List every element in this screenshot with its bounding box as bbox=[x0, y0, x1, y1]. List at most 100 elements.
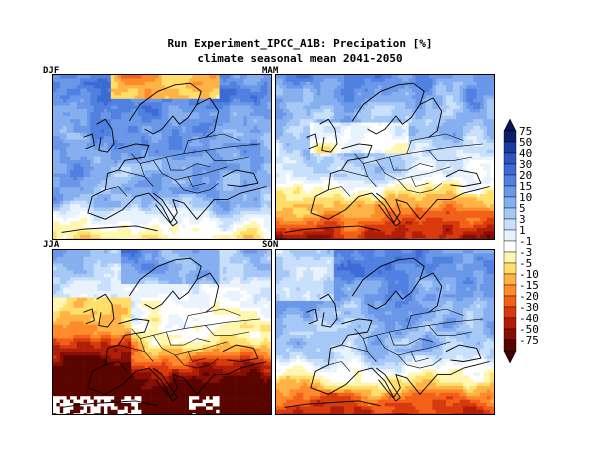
colorbar-swatch bbox=[503, 262, 517, 275]
colorbar-tick-label: 40 bbox=[519, 147, 532, 160]
coastline bbox=[87, 318, 267, 399]
country-border bbox=[166, 156, 211, 171]
country-border bbox=[376, 335, 451, 356]
colorbar-tick-label: -50 bbox=[519, 323, 539, 336]
coastline bbox=[284, 400, 381, 408]
figure-subtitle: climate seasonal mean 2041-2050 bbox=[197, 52, 403, 65]
colorbar-tick-label: 15 bbox=[519, 180, 532, 193]
coastline bbox=[96, 118, 115, 153]
coastline bbox=[222, 169, 259, 187]
precip-field bbox=[276, 75, 494, 239]
coastline bbox=[284, 225, 381, 233]
country-border bbox=[341, 169, 368, 177]
precip-map-jja bbox=[53, 250, 271, 414]
coastline bbox=[87, 143, 267, 224]
colorbar-swatch bbox=[503, 240, 517, 253]
colorbar-tick-label: -1 bbox=[519, 235, 532, 248]
figure-title: Run Experiment_IPCC_A1B: Precipation [%] bbox=[167, 37, 433, 50]
country-border bbox=[362, 163, 377, 187]
coastline bbox=[376, 192, 401, 227]
country-border bbox=[118, 169, 145, 177]
country-border bbox=[406, 133, 464, 154]
country-border bbox=[187, 176, 206, 187]
country-border bbox=[183, 308, 241, 329]
country-border bbox=[389, 156, 434, 171]
country-border bbox=[183, 133, 241, 154]
colorbar-swatch bbox=[503, 130, 517, 143]
coastline bbox=[319, 118, 338, 153]
coastline bbox=[196, 97, 220, 138]
coastline bbox=[61, 400, 158, 408]
panel-label-jja: JJA bbox=[43, 240, 60, 250]
country-border bbox=[354, 318, 484, 339]
colorbar-swatch bbox=[503, 339, 517, 352]
coastline bbox=[153, 367, 178, 402]
country-border bbox=[328, 361, 351, 372]
colorbar-swatch bbox=[503, 196, 517, 209]
country-border bbox=[328, 186, 351, 197]
country-border bbox=[362, 338, 377, 362]
colorbar-tick-label: -30 bbox=[519, 301, 539, 314]
coastline bbox=[306, 308, 318, 325]
country-border bbox=[428, 325, 473, 336]
precip-field bbox=[53, 75, 271, 239]
colorbar-tick-label: 30 bbox=[519, 158, 532, 171]
country-border bbox=[410, 351, 429, 362]
country-border bbox=[131, 143, 261, 164]
colorbar-swatch bbox=[503, 317, 517, 330]
country-border bbox=[105, 186, 128, 197]
colorbar-swatch bbox=[503, 273, 517, 286]
panel-label-djf: DJF bbox=[43, 66, 60, 76]
country-border bbox=[166, 331, 211, 346]
colorbar-swatch bbox=[503, 229, 517, 242]
coastline bbox=[419, 272, 443, 313]
colorbar-swatch bbox=[503, 284, 517, 297]
country-border bbox=[174, 354, 219, 369]
colorbar-arrow-top bbox=[503, 118, 517, 132]
coastline bbox=[196, 272, 220, 313]
coastline bbox=[83, 133, 95, 150]
country-border bbox=[341, 344, 368, 352]
colorbar-swatch bbox=[503, 174, 517, 187]
country-border bbox=[153, 335, 228, 356]
country-border bbox=[118, 344, 145, 352]
panel-label-son: SON bbox=[262, 240, 279, 250]
colorbar-tick-label: -3 bbox=[519, 246, 532, 259]
colorbar-tick-label: 5 bbox=[519, 202, 526, 215]
country-border bbox=[410, 176, 429, 187]
country-border bbox=[205, 150, 250, 161]
country-border bbox=[187, 351, 206, 362]
colorbar-tick-label: -10 bbox=[519, 268, 539, 281]
map-panel-son bbox=[275, 249, 495, 415]
panel-label-mam: MAM bbox=[262, 66, 279, 76]
country-border bbox=[153, 160, 228, 181]
colorbar-tick-label: 20 bbox=[519, 169, 532, 182]
coastline bbox=[222, 344, 259, 362]
country-border bbox=[174, 179, 219, 194]
colorbar-swatch bbox=[503, 141, 517, 154]
country-border bbox=[376, 160, 451, 181]
precip-map-djf bbox=[53, 75, 271, 239]
map-panel-jja bbox=[52, 249, 272, 415]
precip-map-mam bbox=[276, 75, 494, 239]
country-border bbox=[397, 179, 442, 194]
colorbar-tick-label: 10 bbox=[519, 191, 532, 204]
country-border bbox=[139, 163, 154, 187]
colorbar-tick-label: 75 bbox=[519, 125, 532, 138]
coastline bbox=[153, 192, 178, 227]
colorbar-tick-label: -40 bbox=[519, 312, 539, 325]
coastline bbox=[445, 344, 482, 362]
colorbar-swatch bbox=[503, 207, 517, 220]
colorbar-swatch bbox=[503, 251, 517, 264]
coastline bbox=[419, 97, 443, 138]
colorbar-tick-label: -75 bbox=[519, 334, 539, 347]
country-border bbox=[205, 325, 250, 336]
colorbar-arrow-bottom bbox=[503, 350, 517, 364]
coastline bbox=[83, 308, 95, 325]
colorbar-swatch bbox=[503, 185, 517, 198]
colorbar-tick-label: -20 bbox=[519, 290, 539, 303]
colorbar-swatch bbox=[503, 218, 517, 231]
colorbar-tick-label: -5 bbox=[519, 257, 532, 270]
coastline bbox=[306, 133, 318, 150]
